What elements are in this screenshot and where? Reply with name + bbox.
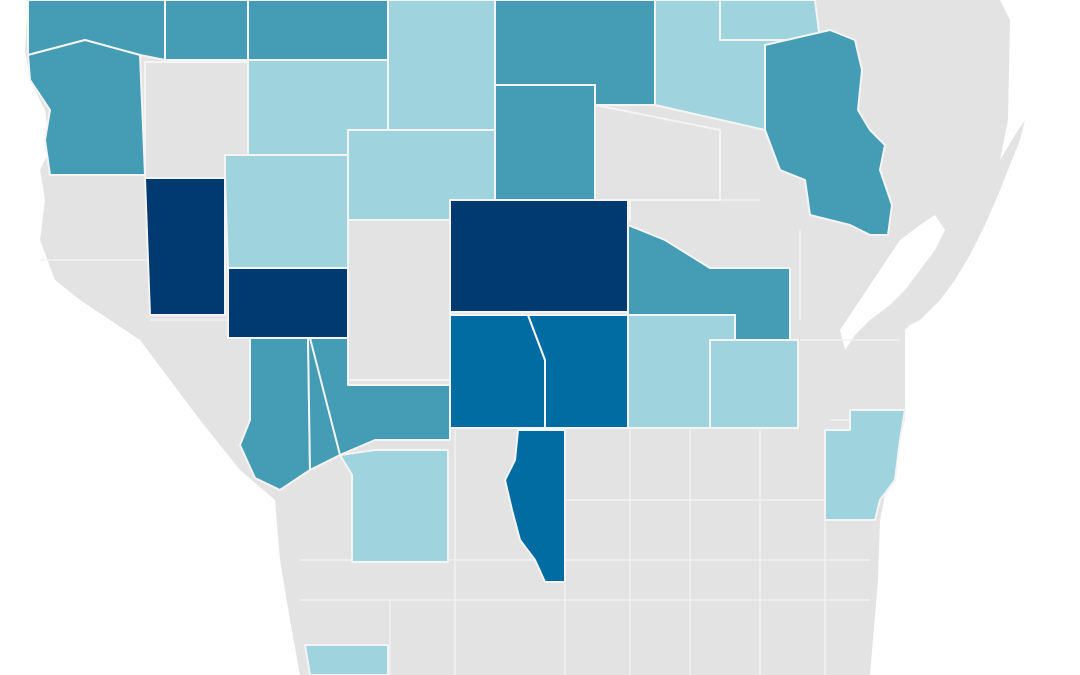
peninsula [900,120,1025,330]
county-c-5 [449,199,629,313]
county-ne-1 [764,29,893,236]
county-sw-3 [339,449,449,563]
bay-water [840,215,945,350]
county-w-1 [27,39,146,176]
county-nw-2 [164,0,249,61]
county-c-9 [527,314,629,429]
county-c-2 [494,84,596,201]
county-layer [27,0,906,675]
county-c-11 [709,339,799,429]
county-c-8 [449,314,546,429]
county-w-5 [224,154,349,269]
county-w-6 [227,267,349,339]
county-e-1 [824,409,906,521]
county-n-1 [387,0,496,131]
county-n-4 [719,0,821,41]
county-grid [40,110,905,675]
county-s-1 [504,429,566,583]
county-c-4 [347,219,451,381]
county-w-4 [144,177,226,316]
county-sw-1 [239,337,311,491]
county-sw-4 [304,644,389,675]
county-nw-3 [247,0,389,61]
